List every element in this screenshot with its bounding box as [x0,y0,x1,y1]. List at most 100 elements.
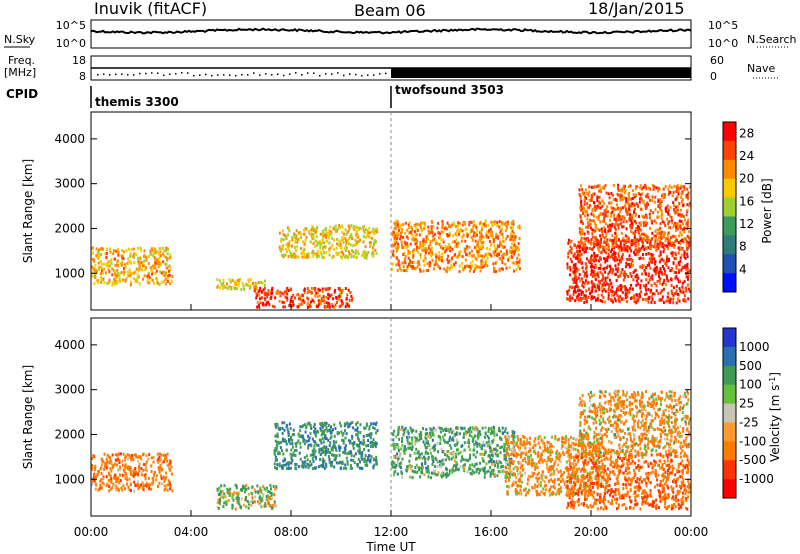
heatmap-cell [686,208,689,212]
heatmap-cell [465,227,468,231]
heatmap-cell [461,266,464,270]
heatmap-cell [623,270,626,274]
heatmap-cell [663,243,666,247]
heatmap-cell [120,271,123,274]
heatmap-cell [607,248,610,252]
heatmap-cell [408,225,411,229]
heatmap-cell [282,459,285,463]
heatmap-cell [516,256,519,260]
heatmap-cell [328,249,331,253]
heatmap-cell [157,484,159,488]
heatmap-cell [278,462,281,466]
heatmap-cell [675,284,678,288]
heatmap-cell [331,460,333,464]
heatmap-cell [626,300,629,304]
nave-dot [301,74,303,76]
heatmap-cell [422,269,425,273]
heatmap-cell [340,299,343,303]
heatmap-cell [613,291,616,295]
heatmap-cell [613,250,616,254]
heatmap-cell [225,502,228,506]
heatmap-cell [495,247,498,251]
heatmap-cell [663,221,666,225]
heatmap-cell [636,185,639,189]
heatmap-cell [642,297,644,301]
heatmap-cell [315,291,318,295]
heatmap-cell [106,465,109,469]
heatmap-cell [351,298,353,302]
heatmap-cell [153,266,156,270]
heatmap-cell [412,256,415,259]
heatmap-cell [489,253,492,256]
heatmap-cell [93,479,96,483]
heatmap-cell [508,472,511,476]
heatmap-cell [679,231,682,235]
heatmap-cell [368,235,371,239]
heatmap-cell [339,240,342,244]
heatmap-cell [436,460,439,464]
heatmap-cell [667,212,670,216]
heatmap-cell [617,213,620,217]
heatmap-cell [423,254,426,258]
heatmap-cell [496,253,498,257]
heatmap-cell [334,288,337,292]
heatmap-cell [441,255,444,259]
heatmap-cell [233,281,236,285]
heatmap-cell [610,250,613,254]
heatmap-cell [439,435,442,439]
heatmap-cell [591,265,594,268]
heatmap-cell [457,255,459,259]
heatmap-cell [440,473,443,477]
heatmap-cell [640,207,643,211]
heatmap-cell [656,242,659,246]
heatmap-cell [468,433,471,437]
heatmap-cell [441,226,444,230]
heatmap-cell [629,225,632,229]
heatmap-cell [94,482,97,485]
heatmap-cell [303,291,306,295]
heatmap-cell [431,220,434,224]
heatmap-cell [402,246,405,249]
heatmap-cell [314,239,317,243]
heatmap-cell [676,277,679,281]
heatmap-cell [104,463,107,467]
heatmap-cell [290,436,292,439]
heatmap-cell [448,439,451,442]
heatmap-cell [115,281,118,285]
heatmap-cell [406,438,409,442]
heatmap-cell [287,227,290,231]
heatmap-cell [238,502,241,506]
colorbar-segment [723,197,736,217]
heatmap-cell [485,470,488,474]
heatmap-cell [287,247,290,251]
heatmap-cell [328,236,331,240]
heatmap-cell [155,276,158,280]
heatmap-cell [597,246,599,250]
heatmap-cell [231,278,234,282]
heatmap-cell [633,296,636,300]
heatmap-cell [483,448,486,452]
heatmap-cell [472,254,475,258]
heatmap-cell [592,282,595,286]
heatmap-cell [374,423,377,426]
heatmap-cell [403,240,406,244]
heatmap-cell [476,450,479,454]
heatmap-cell [321,290,324,294]
heatmap-cell [243,486,246,490]
heatmap-cell [166,279,169,283]
heatmap-cell [287,233,290,237]
heatmap-cell [456,442,458,446]
heatmap-cell [675,189,678,193]
nave-dot [307,72,309,74]
heatmap-cell [311,457,314,461]
heatmap-cell [608,285,611,289]
heatmap-cell [338,239,341,243]
heatmap-cell [429,243,432,247]
heatmap-cell [229,493,232,497]
heatmap-cell [303,242,306,246]
heatmap-cell [616,215,619,219]
heatmap-cell [328,294,331,298]
heatmap-cell [315,252,318,256]
heatmap-cell [676,208,679,212]
heatmap-cell [168,264,171,268]
